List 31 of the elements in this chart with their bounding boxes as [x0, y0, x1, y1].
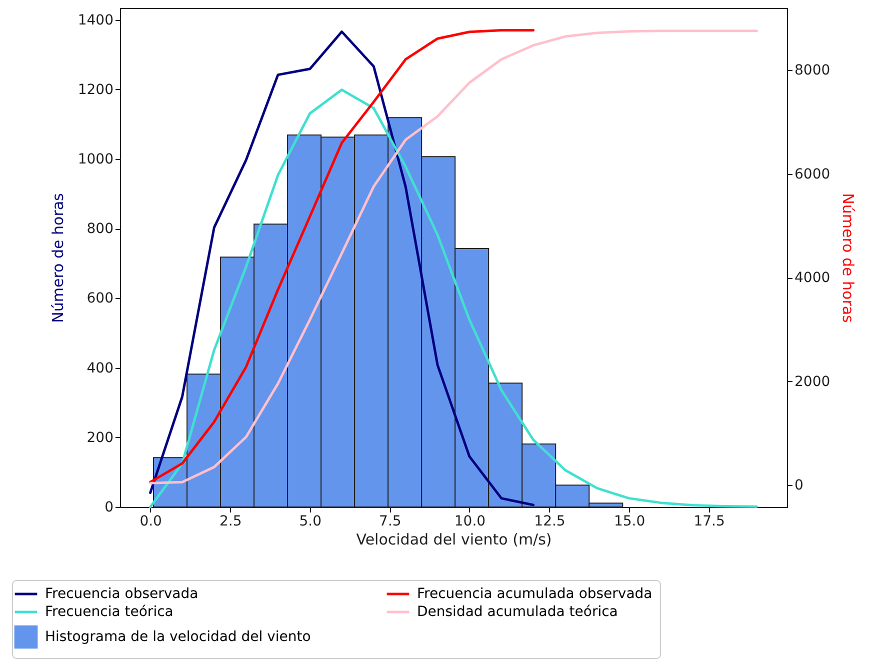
legend-label: Frecuencia teórica: [45, 604, 174, 620]
y-tick-label: 1000: [78, 152, 114, 168]
x-tick-label: 2.5: [219, 514, 242, 530]
y2-tick-label: 2000: [794, 374, 830, 390]
y-tick-label: 0: [104, 500, 114, 516]
x-tick-label: 15.0: [614, 514, 646, 530]
y-tick-label: 200: [86, 430, 114, 446]
line-series: [149, 88, 758, 508]
y2-tick-label: 4000: [794, 270, 830, 286]
y-tick-label: 600: [86, 290, 114, 307]
x-axis-title: Velocidad del viento (m/s): [356, 530, 552, 548]
y-tick-label: 1200: [78, 82, 114, 98]
line-series: [149, 30, 758, 484]
y-axis-title: Número de horas: [48, 192, 67, 323]
legend-label: Densidad acumulada teórica: [417, 604, 618, 620]
legend-label: Frecuencia acumulada observada: [417, 586, 652, 602]
x-tick-label: 12.5: [534, 514, 566, 530]
y-tick-label: 800: [86, 221, 114, 238]
x-tick-label: 5.0: [299, 514, 322, 530]
y2-tick-label: 0: [794, 478, 804, 494]
y-tick-label: 1400: [78, 12, 114, 28]
x-tick-label: 0.0: [140, 514, 162, 530]
y2-axis-title: Número de horas: [839, 193, 858, 324]
x-tick-label: 10.0: [454, 514, 486, 530]
x-tick-label: 17.5: [694, 514, 725, 530]
x-tick-label: 7.5: [379, 514, 402, 530]
y2-tick-label: 8000: [794, 62, 830, 79]
y-tick-label: 400: [86, 360, 114, 376]
y2-tick-label: 6000: [794, 166, 830, 182]
legend-label: Frecuencia observada: [45, 586, 198, 602]
legend-label: Histograma de la velocidad del viento: [45, 629, 311, 645]
